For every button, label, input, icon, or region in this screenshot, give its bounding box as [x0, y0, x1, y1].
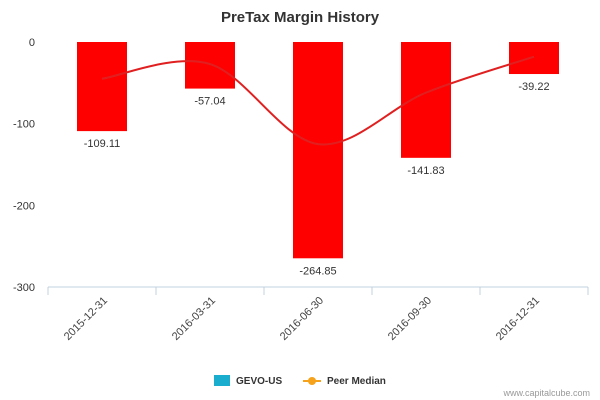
x-tick-label: 2016-03-31: [170, 295, 218, 343]
legend-marker-peer-median: [308, 377, 316, 385]
chart-title: PreTax Margin History: [221, 9, 380, 26]
x-tick-label: 2016-09-30: [386, 295, 434, 343]
y-tick-label: -100: [13, 119, 35, 131]
bar[interactable]: [401, 42, 451, 158]
data-label: -39.22: [518, 81, 549, 93]
y-tick-label: 0: [29, 37, 35, 49]
data-label: -57.04: [194, 96, 225, 108]
bar[interactable]: [509, 42, 559, 75]
y-tick-label: -300: [13, 282, 35, 294]
y-axis: 0 -100 -200 -300: [13, 37, 35, 294]
bar[interactable]: [185, 42, 235, 89]
legend-label-peer-median: Peer Median: [327, 376, 386, 387]
x-tick-label: 2016-06-30: [278, 295, 326, 343]
legend-swatch-gevo: [214, 375, 230, 386]
data-label: -141.83: [407, 165, 444, 177]
x-tick-label: 2015-12-31: [62, 295, 110, 343]
bars: [77, 42, 559, 259]
peer-median-line: [101, 55, 535, 146]
y-tick-label: -200: [13, 200, 35, 212]
legend-item-gevo[interactable]: GEVO-US: [214, 375, 282, 387]
data-label: -264.85: [299, 265, 336, 277]
bar[interactable]: [77, 42, 127, 132]
data-labels: -109.11 -57.04 -264.85 -141.83 -39.22: [84, 81, 550, 277]
x-axis: 2015-12-31 2016-03-31 2016-06-30 2016-09-30…: [47, 286, 589, 343]
peer-median-series-line[interactable]: [101, 55, 535, 146]
x-tick-label: 2016-12-31: [494, 295, 542, 343]
legend-item-peer-median[interactable]: Peer Median: [303, 376, 386, 387]
legend-label-gevo: GEVO-US: [236, 376, 282, 387]
credit-text[interactable]: www.capitalcube.com: [502, 388, 590, 398]
legend[interactable]: GEVO-US Peer Median: [214, 375, 386, 387]
bar[interactable]: [293, 42, 343, 259]
data-label: -109.11: [84, 138, 121, 150]
